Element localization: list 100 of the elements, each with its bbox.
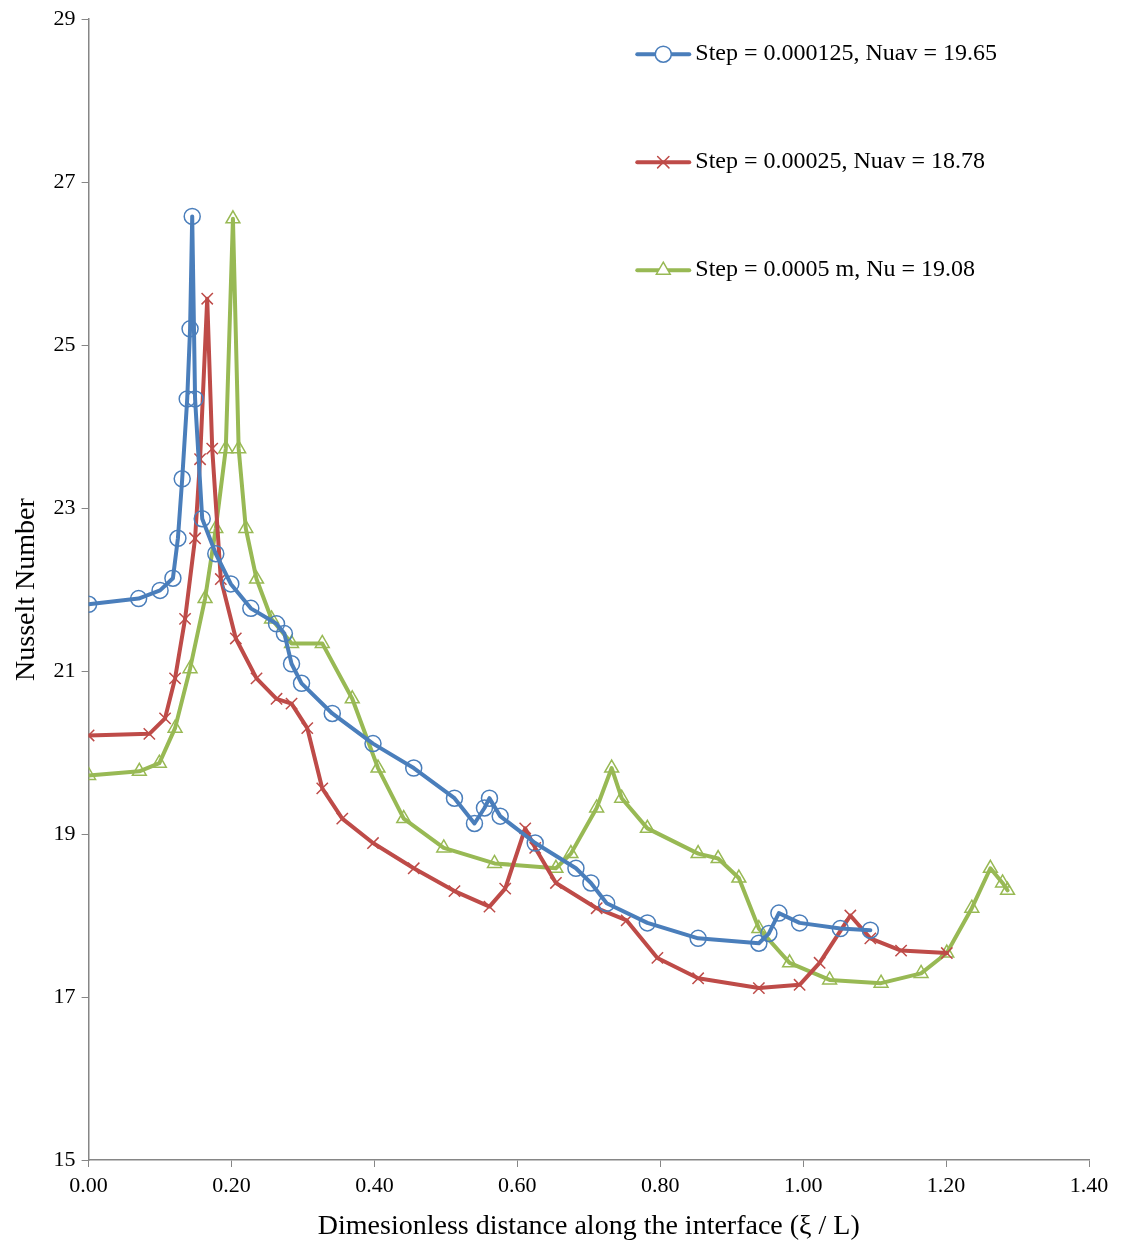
x-tick-label: 0.00 (69, 1171, 108, 1197)
point (436, 839, 452, 853)
point (590, 901, 604, 915)
point (999, 881, 1016, 896)
point (613, 789, 630, 803)
x-tick-label: 0.60 (498, 1171, 537, 1197)
point (207, 545, 225, 563)
point (282, 655, 301, 673)
point (193, 509, 211, 528)
point (222, 575, 240, 593)
point (205, 442, 219, 456)
point (913, 964, 929, 979)
point (182, 659, 198, 674)
point (250, 672, 263, 685)
point (790, 914, 809, 932)
point (129, 589, 148, 608)
point (142, 727, 156, 741)
point (181, 320, 199, 338)
legend-label: Step = 0.000125, Nuav = 19.65 (695, 39, 998, 66)
point (770, 904, 788, 922)
point (710, 849, 726, 864)
legend-label: Step = 0.00025, Nuav = 18.78 (695, 147, 986, 174)
point (861, 921, 880, 939)
y-tick-label: 21 (53, 656, 76, 682)
point (526, 834, 544, 852)
point (292, 674, 311, 693)
point (164, 569, 182, 587)
point (563, 844, 579, 859)
point (650, 951, 664, 965)
point (518, 821, 532, 835)
point (498, 882, 512, 896)
point (314, 634, 330, 649)
point (263, 610, 280, 624)
point (248, 570, 265, 584)
point (863, 931, 877, 945)
point (480, 789, 499, 807)
point (230, 439, 247, 454)
point (151, 754, 168, 768)
point (483, 900, 496, 913)
y-tick-label: 27 (53, 167, 76, 193)
point (173, 470, 191, 488)
point (445, 789, 464, 807)
point (750, 934, 768, 952)
point (597, 894, 616, 913)
point (151, 581, 169, 600)
point (793, 978, 807, 992)
point (396, 809, 412, 824)
point (285, 697, 298, 711)
y-tick-label: 25 (53, 330, 76, 356)
point (582, 874, 600, 892)
point (690, 844, 706, 859)
point (751, 919, 767, 934)
x-tick-label: 0.40 (355, 1171, 394, 1197)
point (639, 819, 656, 834)
point (183, 207, 201, 226)
point (407, 861, 421, 875)
point (178, 390, 196, 408)
point (894, 944, 908, 957)
point (158, 711, 172, 725)
point (691, 971, 705, 985)
point (873, 974, 889, 988)
point (167, 719, 183, 733)
point (131, 762, 148, 777)
point (283, 634, 300, 649)
point (821, 971, 838, 985)
y-tick-label: 19 (53, 819, 76, 845)
point (229, 632, 243, 645)
point (225, 210, 241, 224)
x-tick-label: 1.20 (926, 1171, 966, 1197)
point (197, 589, 213, 604)
point (465, 814, 484, 833)
point (603, 759, 620, 773)
point (188, 531, 202, 545)
point (178, 612, 192, 626)
x-tick-label: 0.80 (641, 1171, 680, 1197)
x-axis-title: Dimesionless distance along the interface (ξ / L) (317, 1208, 860, 1240)
point (315, 782, 329, 795)
point (548, 859, 564, 874)
y-tick-label: 17 (53, 982, 76, 1008)
point (168, 672, 182, 685)
point (638, 914, 657, 932)
y-axis-title: Nusselt Number (9, 497, 41, 681)
point (813, 956, 827, 970)
point (567, 859, 585, 878)
y-tick-label: 29 (53, 4, 76, 30)
point (731, 869, 747, 883)
point (404, 759, 423, 777)
point (982, 859, 999, 874)
point (300, 721, 314, 735)
point (275, 624, 294, 643)
point (238, 519, 254, 534)
point (752, 981, 766, 995)
point (486, 854, 503, 869)
point (588, 799, 605, 813)
x-tick-label: 0.20 (212, 1171, 251, 1197)
point (270, 692, 283, 706)
point (344, 690, 360, 704)
point (323, 704, 342, 723)
point (475, 799, 494, 817)
point (491, 807, 509, 825)
